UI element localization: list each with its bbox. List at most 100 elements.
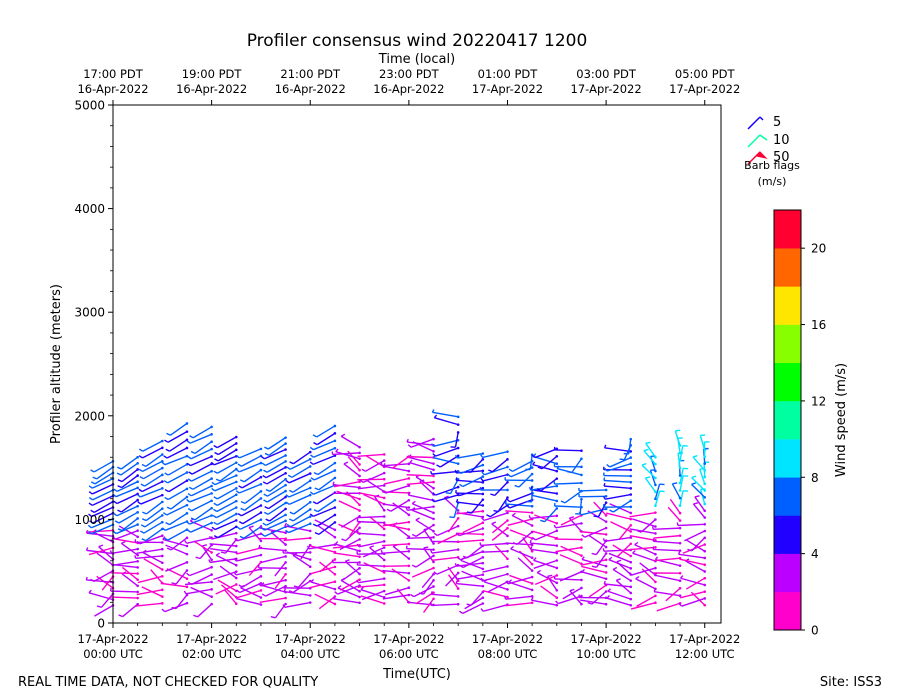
barb-point bbox=[358, 549, 361, 553]
barb-staff bbox=[316, 492, 336, 505]
barb-legend-flag bbox=[759, 134, 768, 141]
wind-barb bbox=[593, 501, 608, 517]
barb-point bbox=[308, 529, 312, 533]
wind-barb bbox=[116, 462, 139, 476]
barb-staff bbox=[259, 597, 286, 603]
wind-barb bbox=[211, 480, 238, 492]
colorbar-tick-label: 12 bbox=[811, 394, 826, 408]
barb-point bbox=[308, 551, 312, 554]
barb-staff bbox=[360, 595, 385, 605]
barb-flag bbox=[240, 500, 246, 504]
barb-flag bbox=[289, 511, 295, 515]
wind-barb bbox=[186, 455, 213, 467]
barb-point bbox=[358, 538, 361, 541]
top-tick-time: 23:00 PDT bbox=[379, 67, 440, 81]
barb-point bbox=[161, 534, 164, 537]
barb-point bbox=[555, 454, 559, 458]
bottom-tick-time: 06:00 UTC bbox=[379, 647, 439, 661]
wind-barb bbox=[560, 545, 583, 557]
barb-point bbox=[382, 515, 386, 518]
barb-staff bbox=[415, 524, 434, 537]
wind-barb bbox=[344, 559, 361, 576]
wind-barb bbox=[90, 460, 115, 473]
wind-barb bbox=[415, 591, 435, 605]
bottom-tick-date: 17-Apr-2022 bbox=[571, 632, 642, 646]
barb-staff bbox=[357, 453, 385, 458]
barb-flag bbox=[341, 538, 347, 542]
barb-staff bbox=[654, 590, 681, 597]
wind-barb bbox=[430, 591, 460, 598]
colorbar-segment bbox=[774, 248, 801, 287]
wind-barb bbox=[187, 469, 213, 482]
barb-flag bbox=[603, 444, 607, 449]
barb-flag bbox=[284, 522, 288, 527]
barb-staff bbox=[408, 456, 434, 465]
barb-staff bbox=[343, 463, 360, 477]
barb-staff bbox=[266, 460, 286, 473]
barb-staff bbox=[357, 520, 385, 524]
barb-flag bbox=[213, 508, 218, 513]
barb-flag bbox=[514, 484, 520, 488]
barb-point bbox=[432, 511, 435, 515]
barb-staff bbox=[411, 509, 434, 520]
wind-barb bbox=[314, 476, 337, 491]
barb-staff bbox=[313, 440, 336, 451]
barb-point bbox=[654, 566, 657, 570]
wind-barb bbox=[162, 536, 189, 548]
barb-staff bbox=[410, 438, 434, 448]
wind-barb bbox=[510, 545, 534, 560]
barb-point bbox=[308, 558, 312, 561]
barb-point bbox=[580, 457, 583, 461]
barb-point bbox=[629, 450, 633, 453]
barb-flag bbox=[480, 477, 484, 482]
barb-flag bbox=[553, 524, 557, 529]
wind-barb bbox=[137, 493, 164, 505]
barb-staff bbox=[142, 551, 163, 564]
barb-flag bbox=[136, 540, 141, 545]
barb-staff bbox=[680, 591, 705, 599]
wind-barb bbox=[213, 512, 238, 526]
barb-staff bbox=[166, 447, 188, 459]
barb-flag bbox=[164, 439, 169, 443]
barb-point bbox=[456, 517, 460, 520]
wind-barb bbox=[186, 514, 213, 525]
barb-point bbox=[481, 492, 485, 496]
barb-staff bbox=[116, 493, 138, 505]
barb-flag bbox=[260, 455, 265, 460]
wind-barb bbox=[190, 440, 213, 455]
barb-flag bbox=[694, 495, 700, 498]
barb-staff bbox=[382, 463, 409, 467]
wind-barb bbox=[669, 498, 682, 515]
barb-point bbox=[284, 436, 287, 439]
barb-staff bbox=[239, 448, 262, 459]
barb-flag bbox=[234, 537, 238, 542]
wind-barb bbox=[164, 479, 189, 493]
barb-staff bbox=[189, 514, 212, 525]
colorbar-segment bbox=[774, 324, 801, 364]
barb-point bbox=[284, 460, 287, 463]
top-tick-time: 05:00 PDT bbox=[675, 67, 736, 81]
barb-staff bbox=[554, 505, 582, 508]
top-tick-time: 21:00 PDT bbox=[280, 67, 341, 81]
barb-staff bbox=[630, 602, 656, 610]
barb-staff bbox=[219, 565, 237, 579]
barb-point bbox=[161, 460, 164, 463]
wind-barb bbox=[283, 588, 312, 597]
barb-flag bbox=[418, 592, 424, 595]
barb-staff bbox=[337, 584, 360, 595]
wind-barb bbox=[532, 461, 559, 473]
wind-barb bbox=[528, 514, 559, 519]
bottom-tick-date: 17-Apr-2022 bbox=[77, 632, 148, 646]
barb-staff bbox=[433, 494, 459, 503]
wind-barb bbox=[652, 526, 682, 531]
barb-point bbox=[555, 507, 559, 510]
barb-point bbox=[161, 541, 164, 544]
barb-point bbox=[481, 463, 485, 467]
barb-staff bbox=[508, 581, 533, 591]
barb-staff bbox=[340, 579, 360, 592]
barb-flag bbox=[643, 448, 649, 452]
barb-point bbox=[161, 561, 164, 565]
barb-staff bbox=[140, 487, 163, 498]
wind-barb bbox=[333, 552, 361, 558]
barb-flag bbox=[619, 458, 625, 461]
